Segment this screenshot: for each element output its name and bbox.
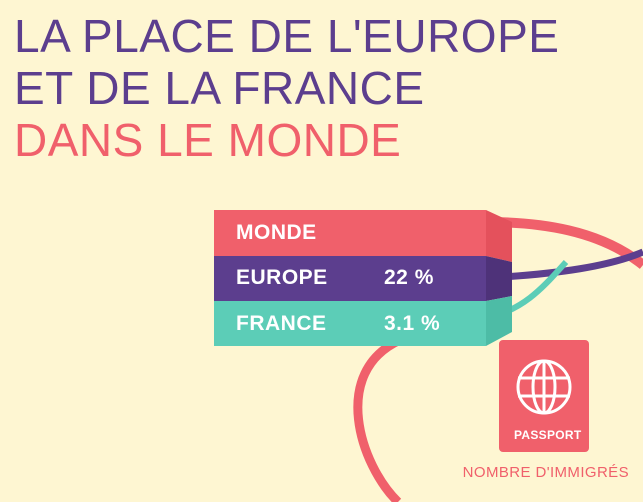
bar-europe-fold	[486, 256, 512, 301]
bar-monde-fold	[486, 210, 512, 262]
passport-icon	[499, 340, 589, 452]
bar-value-france: 3.1 %	[384, 312, 441, 335]
bar-monde	[214, 210, 486, 256]
bar-label-europe: EUROPE	[236, 266, 328, 289]
bar-france	[214, 301, 486, 346]
title-line-1: LA PLACE DE L'EUROPE	[14, 10, 560, 62]
bar-europe	[214, 256, 486, 301]
title-line-2: ET DE LA FRANCE	[14, 62, 425, 114]
page-title: LA PLACE DE L'EUROPE ET DE LA FRANCE DAN…	[14, 10, 559, 166]
monde-ribbon-loop	[353, 335, 402, 502]
bar-label-france: FRANCE	[236, 312, 327, 335]
caption: NOMBRE D'IMMIGRÉS	[462, 464, 629, 481]
bar-france-fold	[486, 296, 512, 346]
bar-label-monde: MONDE	[236, 221, 317, 244]
bar-value-europe: 22 %	[384, 266, 434, 289]
title-line-3: DANS LE MONDE	[14, 114, 402, 166]
globe-icon	[516, 359, 572, 415]
passport-label: PASSPORT	[514, 428, 582, 442]
